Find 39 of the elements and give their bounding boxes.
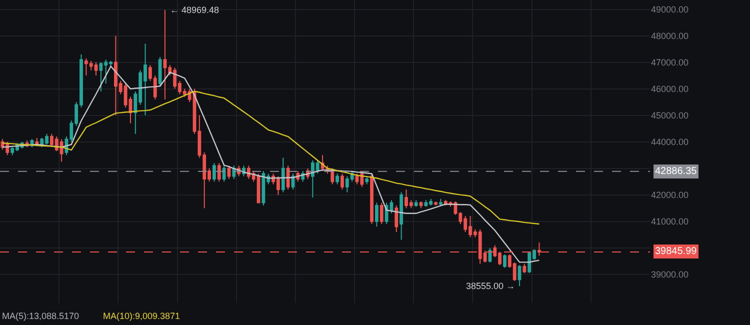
line-series: [2, 90, 540, 225]
y-tick-label: 48000.00: [651, 30, 689, 41]
candlestick: [217, 162, 221, 182]
line-series: [2, 66, 540, 263]
candlestick: [227, 165, 231, 180]
text: MA(10):9,009.3871: [103, 311, 180, 321]
candlestick: [286, 165, 290, 190]
candlestick: [414, 200, 418, 208]
ref-line-label: 42886.35: [655, 166, 698, 177]
candlestick: [336, 173, 340, 185]
candlestick: [380, 202, 384, 224]
candlestick: [212, 162, 216, 182]
candlestick: [222, 165, 226, 182]
candlestick: [400, 192, 404, 240]
y-tick-label: 47000.00: [651, 57, 689, 68]
y-tick-label: 45000.00: [651, 110, 689, 120]
text: MA(5):13,088.5170: [2, 311, 80, 321]
candlestick: [434, 200, 438, 206]
candlestick: [232, 165, 236, 180]
candlestick: [419, 200, 423, 209]
candlestick: [439, 198, 442, 206]
y-tick-label: 39000.00: [651, 270, 689, 280]
y-tick-label: 42000.00: [651, 190, 689, 200]
ref-line-label: 39845.99: [655, 246, 698, 257]
y-tick-label: 46000.00: [651, 84, 689, 94]
annotation: ← 48969.48: [170, 5, 220, 15]
candlestick: [518, 264, 522, 287]
candlestick: [503, 254, 506, 268]
candlestick: [281, 157, 285, 193]
candlestick: [522, 263, 526, 274]
candlestick: [365, 176, 369, 185]
y-tick-label: 49000.00: [651, 4, 689, 14]
y-tick-label: 44000.00: [651, 136, 689, 147]
candlestick: [394, 204, 398, 232]
candlestick: [375, 202, 378, 228]
candlestick: [340, 173, 344, 190]
candlestick: [370, 173, 374, 224]
annotation: 38555.00 →: [466, 281, 516, 291]
y-tick-label: 41000.00: [651, 216, 689, 226]
